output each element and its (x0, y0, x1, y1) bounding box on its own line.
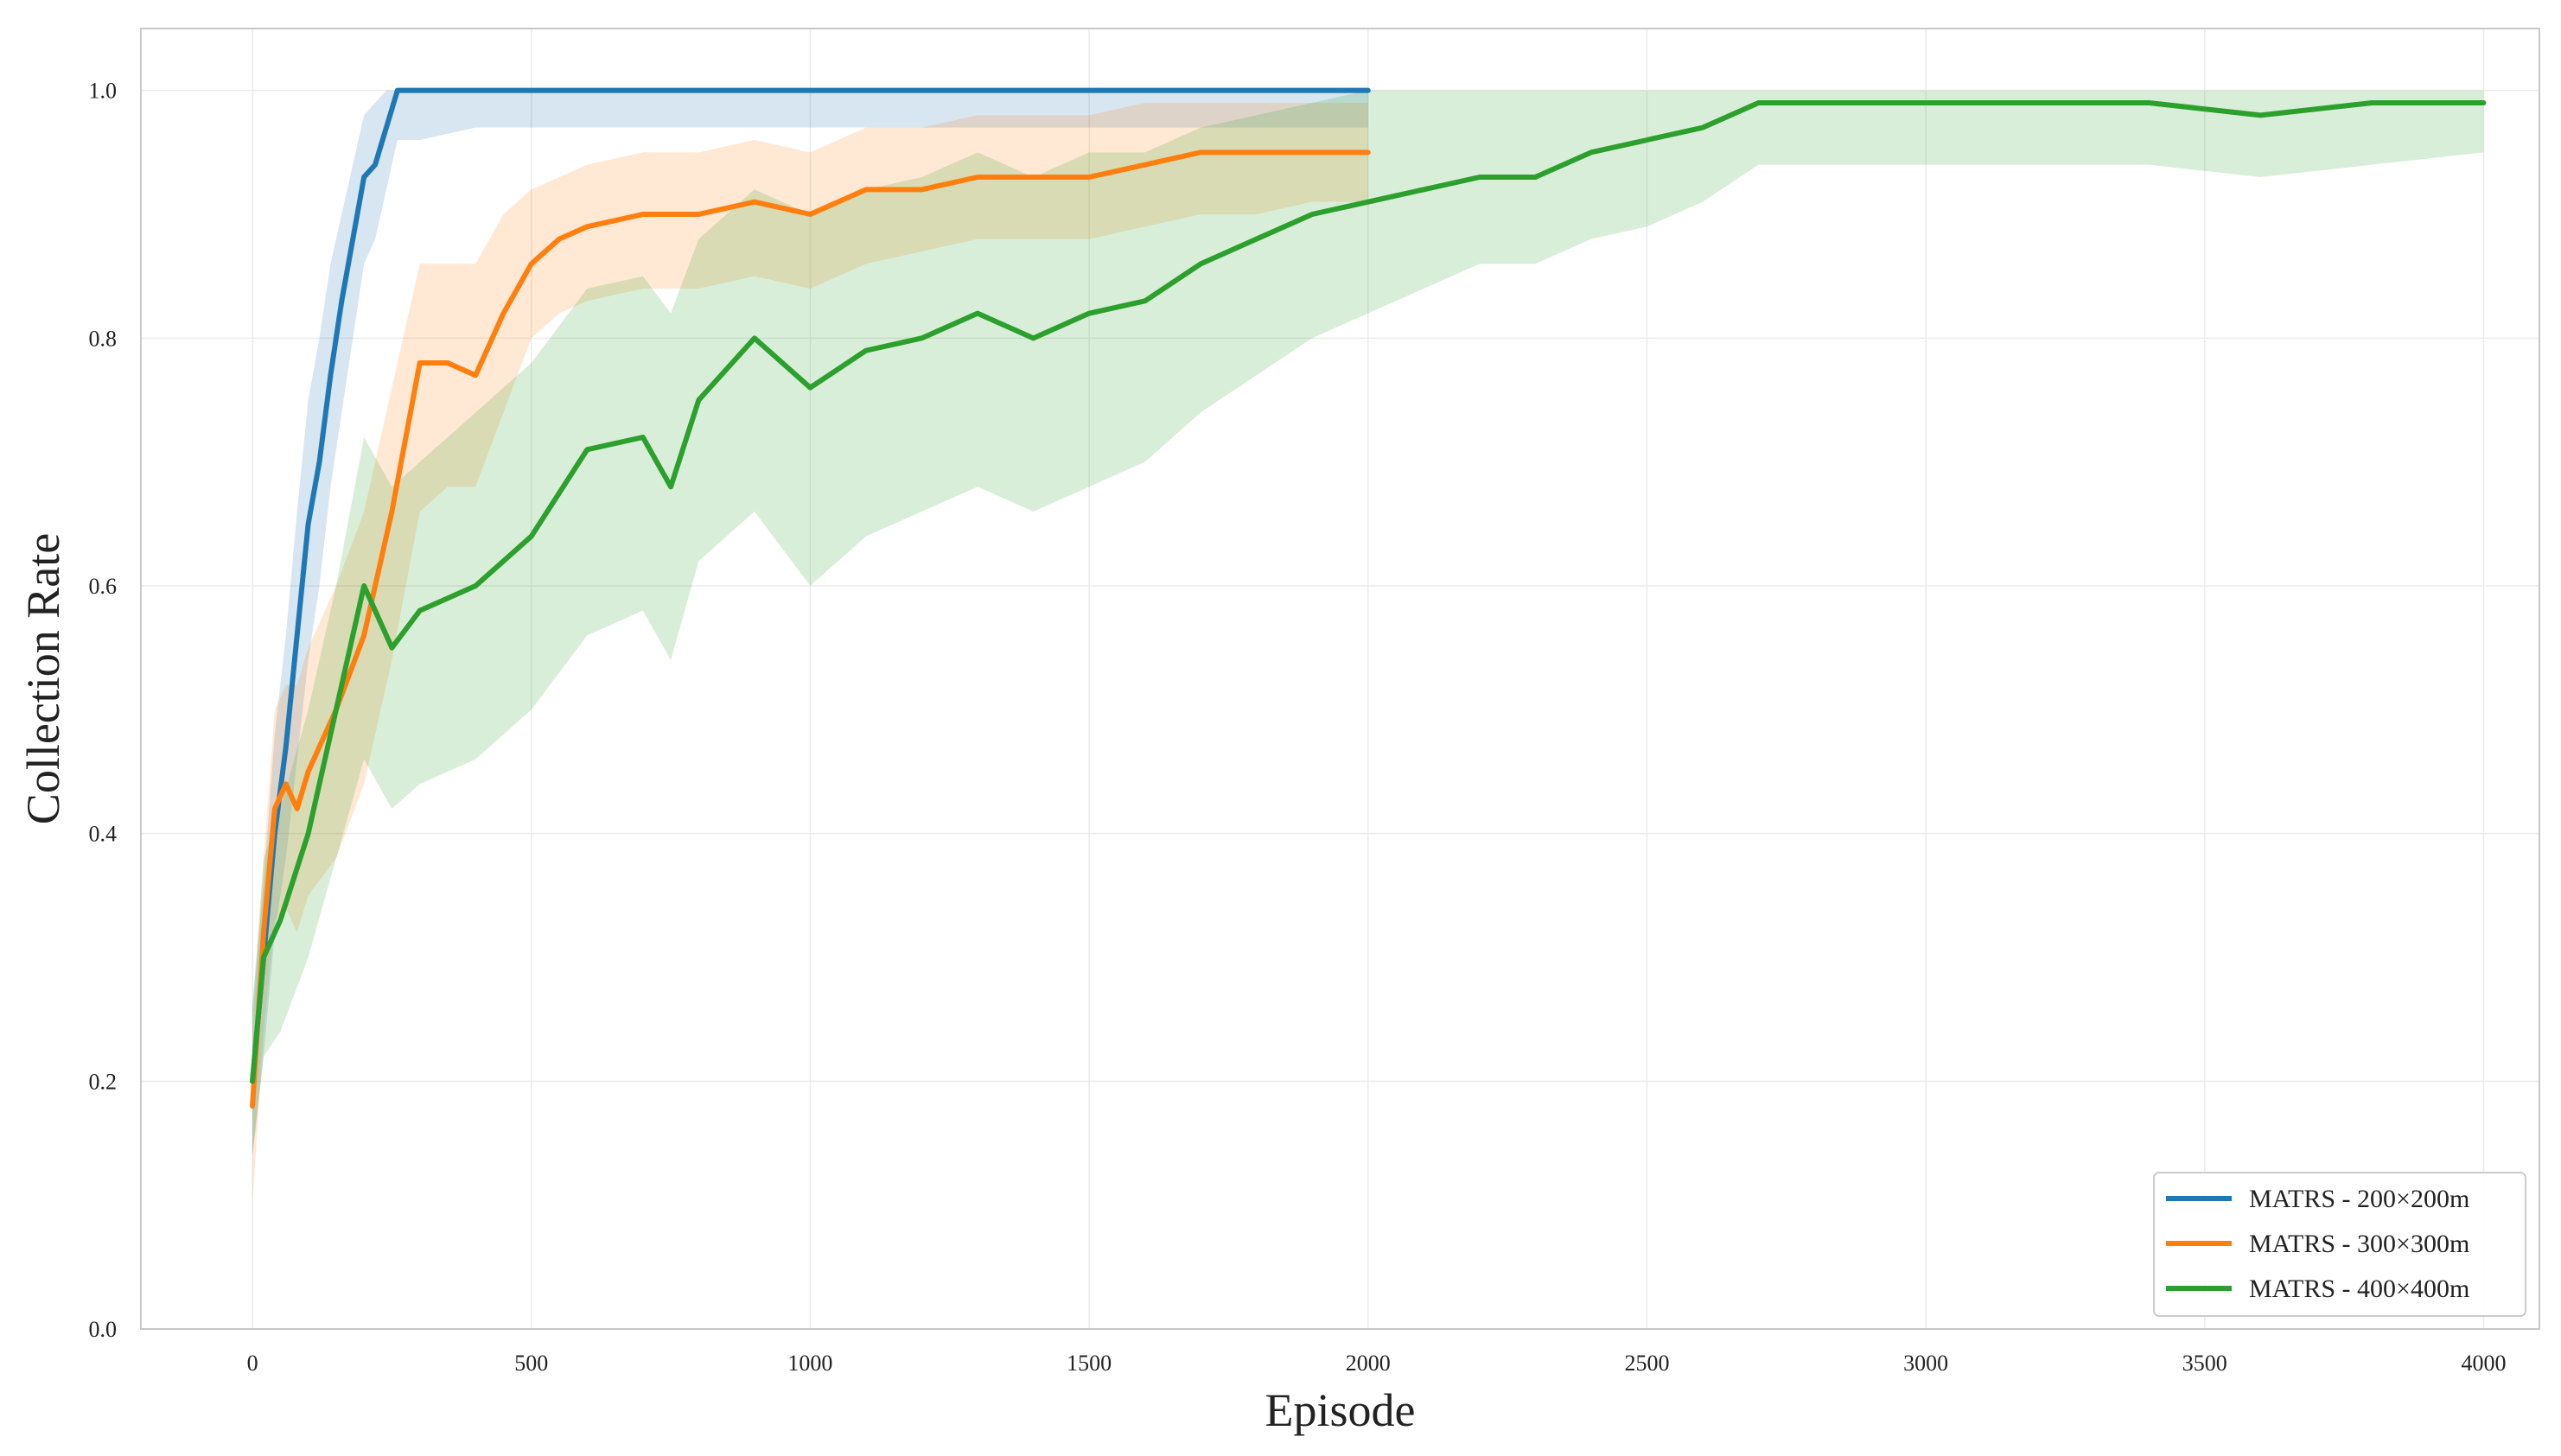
x-axis-ticks: 0 500 1000 1500 2000 2500 3000 3500 4000 (247, 1351, 2507, 1376)
y-tick-label: 0.4 (89, 822, 118, 847)
y-tick-label: 0.0 (89, 1317, 118, 1342)
x-axis-label: Episode (1265, 1384, 1416, 1436)
y-tick-label: 0.8 (89, 326, 118, 351)
series-lines (250, 87, 2487, 1109)
band-series-2 (252, 103, 1368, 1205)
x-tick-label: 2000 (1346, 1351, 1391, 1376)
legend-label-3: MATRS - 400×400m (2249, 1275, 2469, 1303)
x-tick-label: 1000 (787, 1351, 832, 1376)
x-tick-label: 2500 (1624, 1351, 1669, 1376)
line-series-2 (250, 149, 1371, 1109)
band-series-1 (252, 90, 1368, 1156)
band-series-3 (252, 90, 2484, 1156)
x-tick-label: 500 (514, 1351, 548, 1376)
x-tick-label: 3500 (2182, 1351, 2227, 1376)
confidence-bands (252, 90, 2484, 1205)
line-series-1 (250, 87, 1371, 1084)
y-tick-label: 0.2 (89, 1069, 118, 1094)
legend-label-1: MATRS - 200×200m (2249, 1185, 2469, 1213)
line-series-3 (250, 100, 2487, 1084)
x-tick-label: 1500 (1067, 1351, 1112, 1376)
legend-label-2: MATRS - 300×300m (2249, 1230, 2469, 1258)
x-tick-label: 0 (247, 1351, 258, 1376)
legend: MATRS - 200×200m MATRS - 300×300m MATRS - … (2153, 1172, 2526, 1317)
legend-box (2153, 1172, 2526, 1317)
y-tick-label: 0.6 (89, 574, 118, 599)
y-tick-label: 1.0 (89, 79, 118, 104)
y-axis-label: Collection Rate (17, 533, 69, 824)
y-axis-ticks: 0.0 0.2 0.4 0.6 0.8 1.0 (89, 79, 118, 1342)
plot-frame (140, 28, 2540, 1330)
x-tick-label: 3000 (1903, 1351, 1948, 1376)
x-tick-label: 4000 (2461, 1351, 2506, 1376)
